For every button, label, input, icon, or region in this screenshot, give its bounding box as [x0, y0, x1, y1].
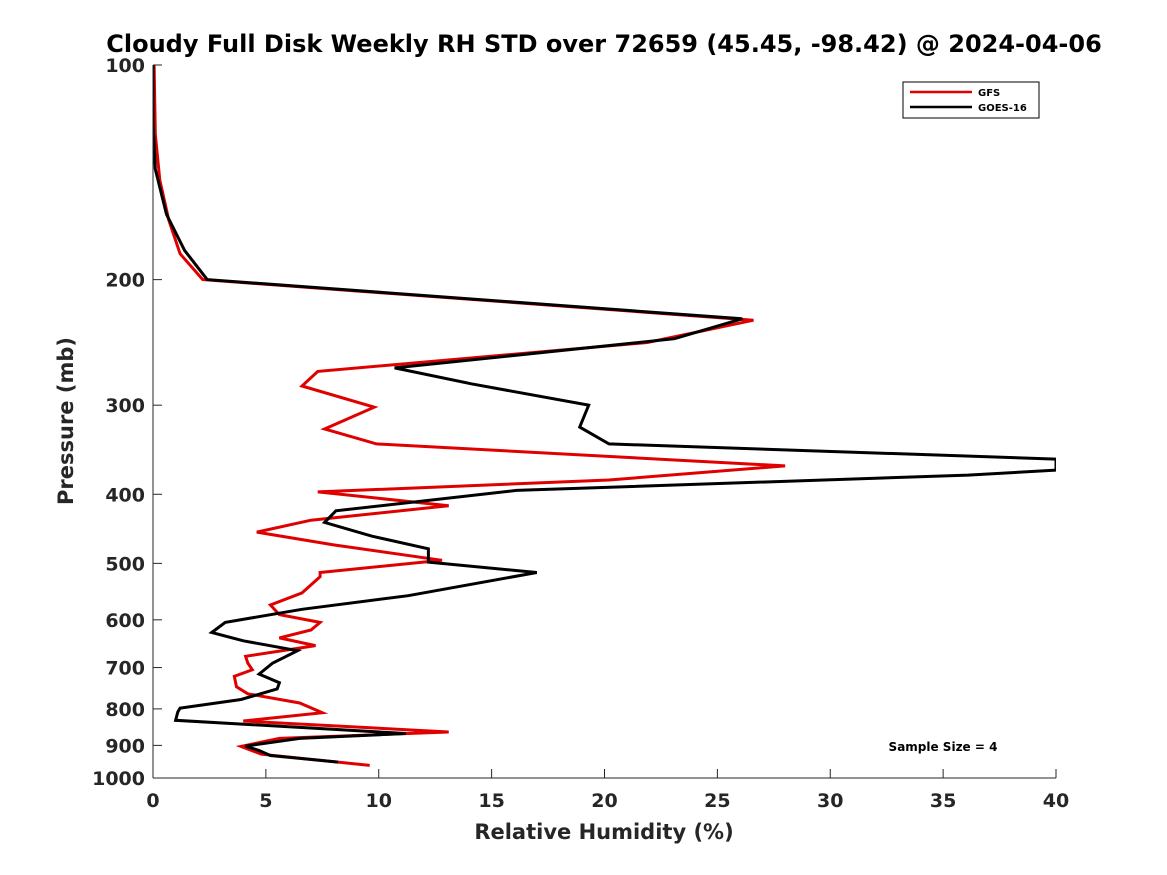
series-line-goes16 — [153, 65, 1056, 764]
y-tick-label: 900 — [105, 735, 145, 757]
x-tick-label: 5 — [259, 790, 272, 812]
y-tick-label: 500 — [105, 553, 145, 575]
x-tick-label: 25 — [704, 790, 730, 812]
legend: GFS GOES-16 — [902, 81, 1040, 119]
x-tick-label: 20 — [591, 790, 617, 812]
y-tick-label: 600 — [105, 610, 145, 632]
legend-label-goes16: GOES-16 — [978, 103, 1027, 114]
y-tick-label: 100 — [105, 55, 145, 77]
chart-title: Cloudy Full Disk Weekly RH STD over 7265… — [106, 30, 1102, 58]
x-tick-label: 15 — [478, 790, 504, 812]
legend-box — [902, 81, 1040, 119]
y-axis-label: Pressure (mb) — [54, 337, 78, 505]
legend-label-gfs: GFS — [978, 88, 1000, 99]
x-tick-label: 40 — [1043, 790, 1069, 812]
sample-size-annotation: Sample Size = 4 — [889, 740, 998, 754]
y-tick-label: 700 — [105, 658, 145, 680]
axes-layer: 0 5 10 15 20 25 30 35 40 100 200 300 400 500 600 700 800… — [92, 55, 1069, 812]
y-tick-label: 800 — [105, 699, 145, 721]
x-tick-label: 10 — [366, 790, 392, 812]
series-layer — [153, 65, 1056, 767]
x-tick-label: 0 — [146, 790, 159, 812]
x-tick-label: 35 — [930, 790, 956, 812]
y-tick-label: 400 — [105, 484, 145, 506]
x-tick-label: 30 — [817, 790, 843, 812]
x-axis-label: Relative Humidity (%) — [474, 820, 733, 844]
y-tick-label: 1000 — [92, 768, 145, 790]
y-tick-label: 300 — [105, 395, 145, 417]
y-tick-label: 200 — [105, 270, 145, 292]
